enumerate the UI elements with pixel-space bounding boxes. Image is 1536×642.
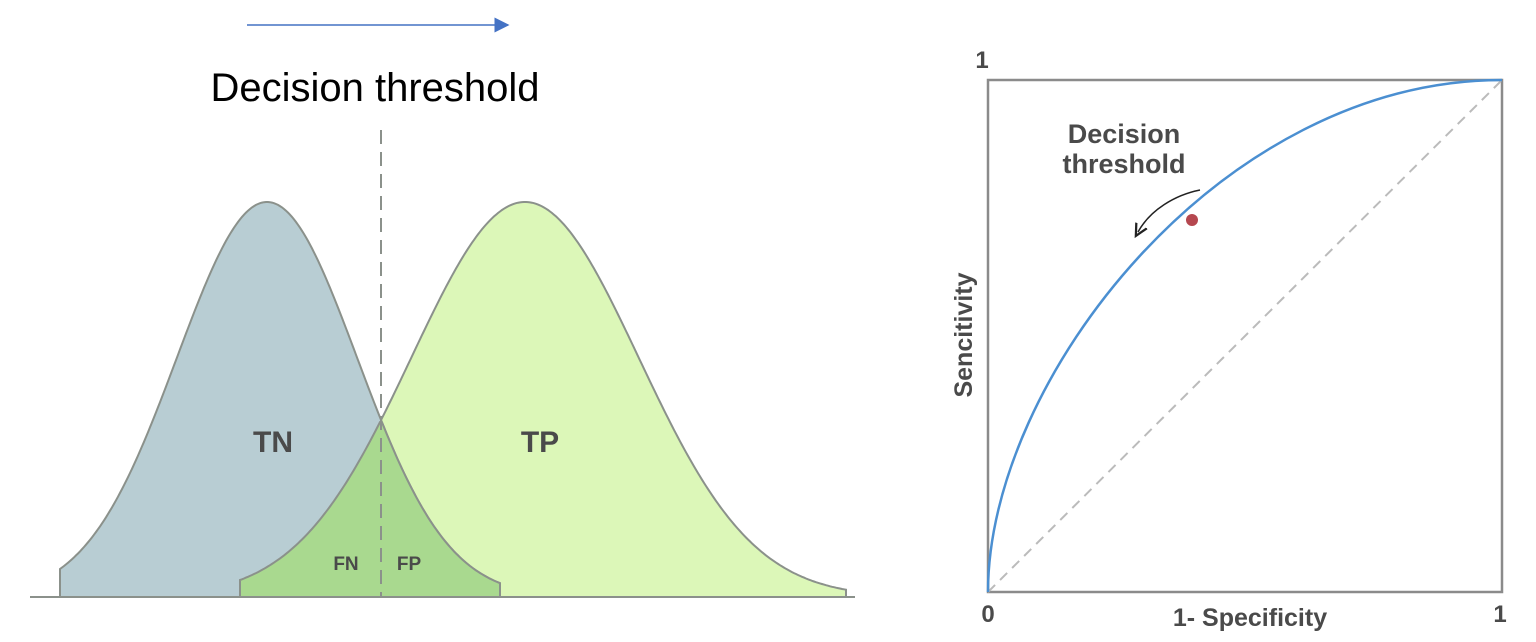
annotation: Decision bbox=[1068, 119, 1181, 149]
roc-diagram: Decision threshold 1 0 1 1- Specificity … bbox=[950, 47, 1507, 632]
title: Decision threshold bbox=[210, 66, 539, 110]
tp-label: TP bbox=[521, 426, 559, 459]
threshold-point bbox=[1186, 214, 1198, 226]
x-max-label: 1 bbox=[1493, 601, 1506, 628]
plot-frame bbox=[986, 78, 1504, 594]
overlap-region bbox=[239, 421, 501, 598]
origin-label: 0 bbox=[981, 601, 994, 628]
distribution-diagram: Decision threshold TN TP FN FP bbox=[30, 17, 855, 598]
diagonal bbox=[987, 79, 1503, 593]
annotation-arrow bbox=[1138, 189, 1201, 232]
fn-label: FN bbox=[333, 554, 358, 575]
tn-label: TN bbox=[253, 426, 293, 459]
fp-label: FP bbox=[397, 554, 422, 575]
y-max-label: 1 bbox=[975, 47, 988, 74]
annotation: threshold bbox=[1062, 149, 1185, 179]
roc-curve bbox=[986, 78, 1503, 593]
y-axis-label: Sencitivity bbox=[950, 272, 978, 397]
x-axis-label: 1- Specificity bbox=[1173, 604, 1327, 632]
